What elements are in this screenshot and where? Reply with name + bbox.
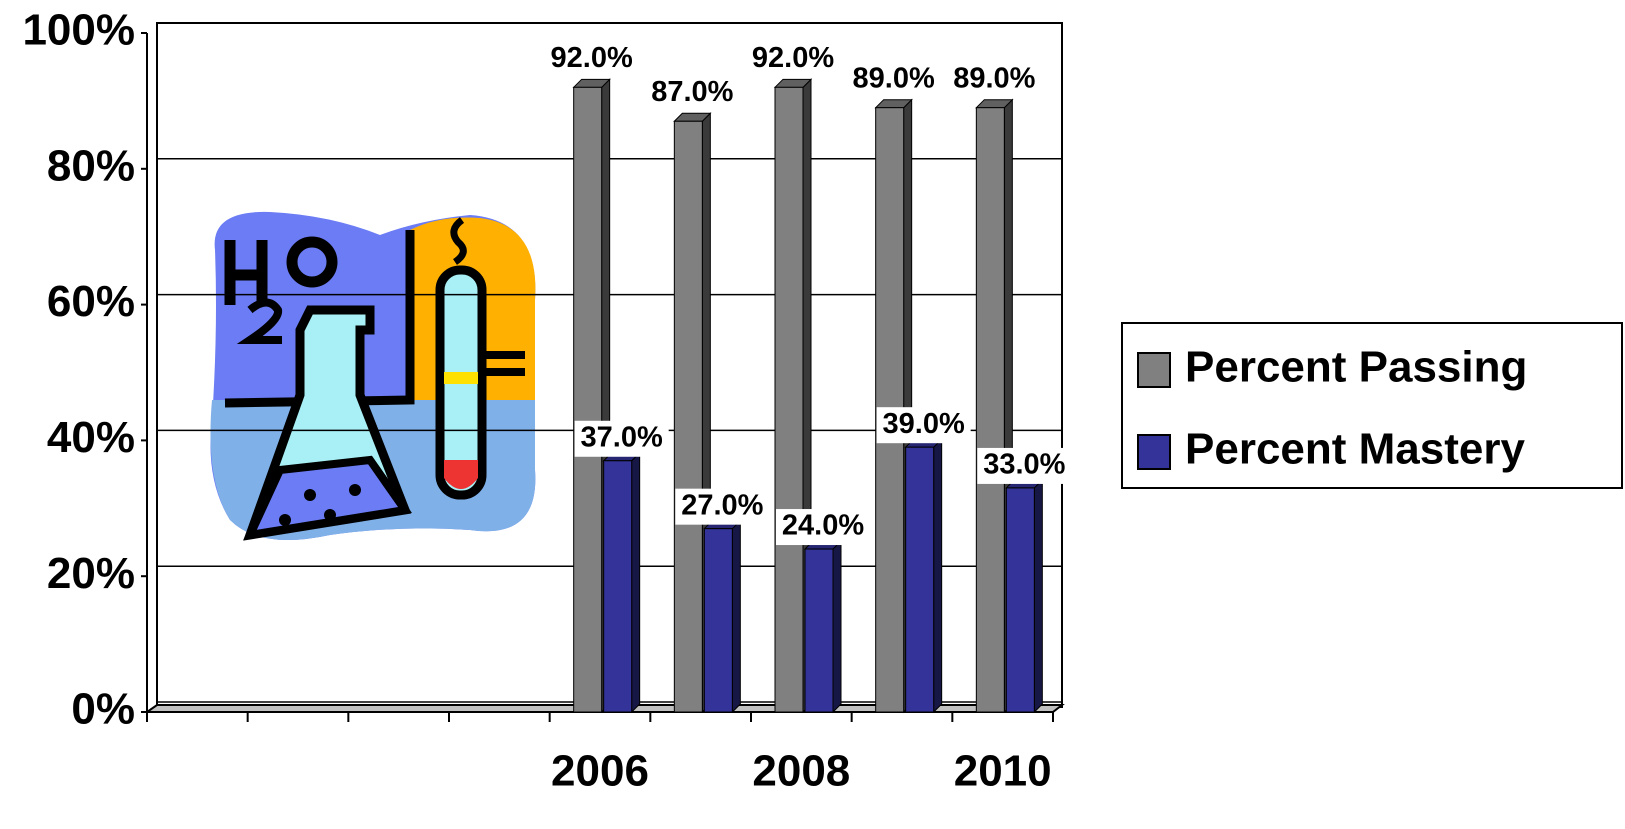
value-label: 27.0% — [681, 489, 763, 521]
y-tick-label: 100% — [22, 6, 135, 55]
value-label: 24.0% — [782, 510, 864, 542]
bar — [1005, 478, 1044, 714]
bar — [904, 437, 943, 714]
bar — [803, 539, 843, 714]
y-tick-label: 20% — [47, 549, 135, 598]
legend-swatch — [1137, 434, 1171, 470]
legend — [1121, 322, 1623, 489]
value-label: 92.0% — [551, 42, 633, 74]
value-label-bg — [675, 488, 770, 525]
y-tick-label: 40% — [47, 413, 135, 462]
x-tick-label: 2006 — [551, 747, 649, 796]
science-clipart — [210, 211, 536, 541]
y-tick-label: 0% — [71, 685, 135, 734]
x-tick-label: 2010 — [954, 747, 1052, 796]
value-label-bg — [977, 447, 1072, 484]
bar — [975, 98, 1014, 714]
bar — [602, 451, 641, 714]
y-tick-label: 60% — [47, 277, 135, 326]
value-label-bg — [776, 509, 870, 546]
bar — [703, 519, 742, 714]
value-label: 92.0% — [752, 42, 834, 74]
value-label: 89.0% — [853, 62, 935, 94]
value-label-bg — [876, 407, 971, 444]
legend-label: Percent Passing — [1185, 343, 1527, 392]
value-label-bg — [574, 420, 669, 457]
value-label: 37.0% — [581, 421, 663, 453]
legend-swatch — [1137, 352, 1171, 388]
value-label: 89.0% — [953, 62, 1035, 94]
value-label: 87.0% — [651, 76, 733, 108]
x-tick-label: 2008 — [752, 747, 850, 796]
value-label: 33.0% — [983, 449, 1065, 481]
value-label: 39.0% — [883, 408, 965, 440]
legend-label: Percent Mastery — [1185, 425, 1525, 474]
y-tick-label: 80% — [47, 141, 135, 190]
